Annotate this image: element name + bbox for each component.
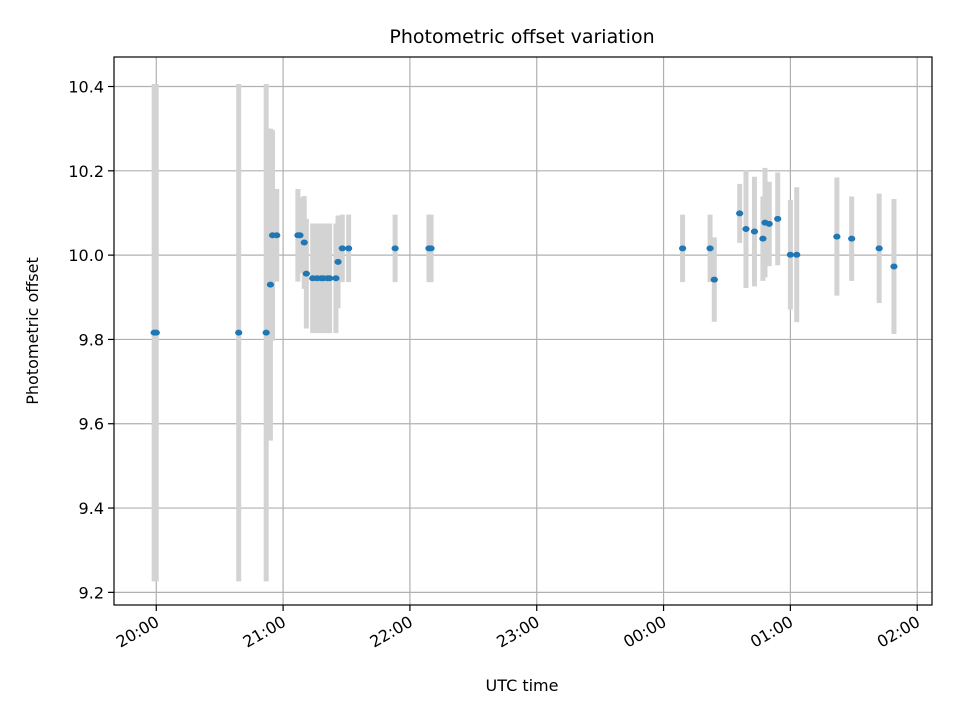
data-point — [296, 232, 304, 239]
data-point — [332, 275, 340, 282]
data-points — [150, 210, 898, 336]
data-point — [710, 276, 718, 283]
data-point — [742, 225, 750, 232]
data-point — [262, 329, 270, 336]
data-point — [875, 245, 883, 252]
chart-title: Photometric offset variation — [389, 26, 654, 48]
data-point — [235, 329, 243, 336]
y-axis: 9.2 9.4 9.6 9.8 10.0 10.2 10.4 — [68, 78, 114, 602]
data-point — [266, 281, 275, 288]
data-point — [302, 270, 310, 277]
data-point — [774, 215, 782, 222]
x-tick-label: 01:00 — [747, 612, 796, 652]
data-point — [338, 245, 346, 252]
y-tick-label: 10.4 — [68, 78, 104, 97]
data-point — [786, 251, 794, 258]
data-point — [427, 245, 435, 252]
data-point — [391, 245, 399, 252]
data-point — [848, 235, 856, 242]
data-point — [890, 263, 898, 270]
x-tick-label: 20:00 — [113, 612, 162, 652]
data-point — [152, 329, 160, 336]
x-tick-label: 22:00 — [366, 612, 415, 652]
x-tick-label: 23:00 — [493, 612, 542, 652]
x-axis: 20:00 21:00 22:00 23:00 00:00 01:00 02:00 — [113, 605, 923, 652]
data-point — [706, 245, 714, 252]
data-point — [345, 245, 353, 252]
data-point — [833, 233, 841, 240]
data-point — [300, 239, 308, 246]
data-point — [334, 258, 342, 265]
data-point — [273, 232, 281, 239]
x-tick-label: 00:00 — [620, 612, 669, 652]
y-tick-label: 9.2 — [79, 583, 104, 602]
data-point — [736, 210, 744, 217]
data-point — [759, 235, 767, 242]
x-tick-label: 21:00 — [240, 612, 289, 652]
x-axis-label: UTC time — [486, 676, 559, 695]
data-point — [678, 245, 687, 252]
data-point — [750, 228, 759, 235]
grid — [114, 57, 932, 605]
data-point — [765, 220, 773, 227]
data-point — [325, 275, 334, 282]
y-tick-label: 10.2 — [68, 162, 104, 181]
y-tick-label: 9.8 — [79, 330, 104, 349]
plot-frame — [113, 56, 933, 606]
y-axis-label: Photometric offset — [23, 257, 42, 405]
y-tick-label: 9.6 — [79, 415, 104, 434]
y-tick-label: 9.4 — [79, 499, 104, 518]
y-tick-label: 10.0 — [68, 246, 104, 265]
x-tick-label: 02:00 — [874, 612, 923, 652]
data-point — [793, 251, 801, 258]
